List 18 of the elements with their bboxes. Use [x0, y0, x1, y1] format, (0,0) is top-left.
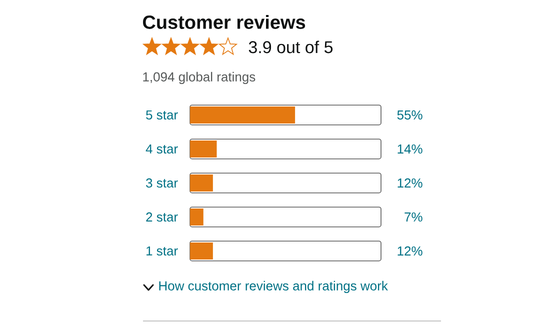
y-tick-label: 3 star	[146, 178, 178, 188]
data-label: 12%	[398, 246, 422, 256]
text: How customer reviews and ratings work	[159, 280, 388, 294]
chart-subtitle: 3.9 out of 5	[248, 40, 333, 54]
text: 1,094 global ratings	[143, 72, 256, 84]
bar	[190, 242, 213, 260]
data-label: 7%	[404, 212, 422, 222]
y-tick-label: 5 star	[146, 110, 178, 120]
bar	[190, 174, 213, 192]
data-label: 14%	[398, 144, 422, 154]
data-label: 12%	[398, 178, 422, 188]
chart-title: Customer reviews	[142, 15, 306, 29]
y-tick-label: 2 star	[146, 212, 178, 222]
y-tick-label: 1 star	[146, 246, 178, 256]
y-tick-label: 4 star	[146, 144, 178, 154]
data-label: 55%	[397, 110, 422, 120]
bar	[190, 140, 217, 158]
bar	[190, 208, 204, 226]
